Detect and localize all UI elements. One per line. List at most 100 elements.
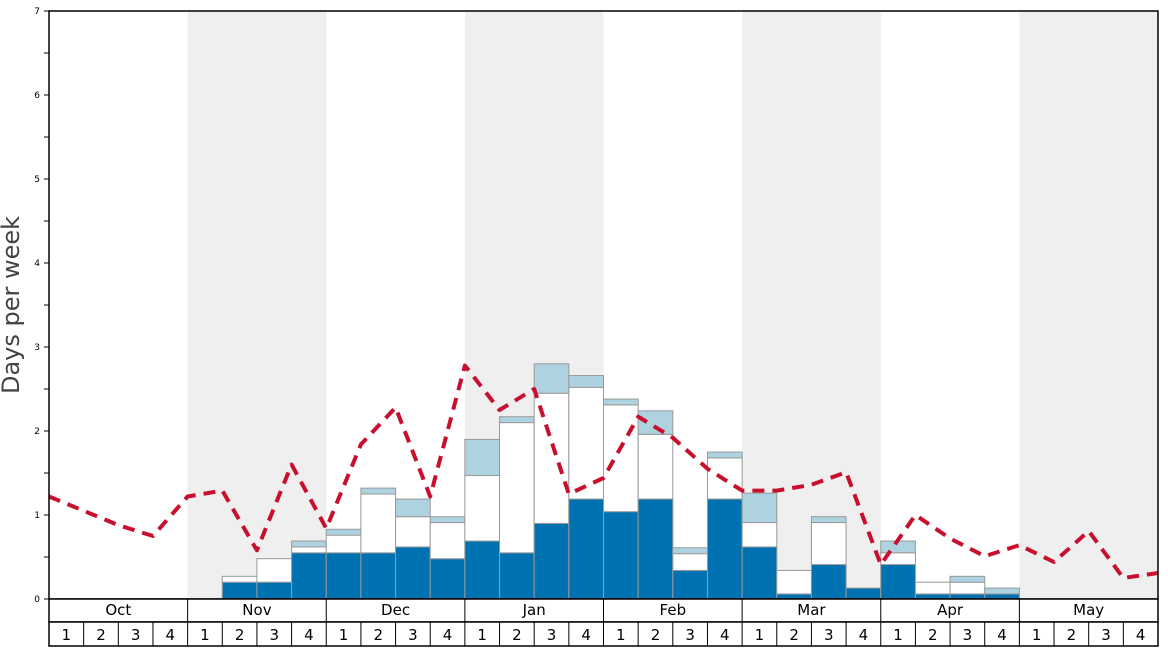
dashed-trend-line [48,363,1159,580]
week-label: 2 [373,626,383,644]
bar-bottom-16 [568,498,604,600]
y-tick-label: 0 [34,595,40,605]
y-tick-label: 7 [34,7,40,17]
week-label: 3 [408,626,418,644]
bar-bottom-20 [706,498,743,600]
bar-top-20 [706,451,743,459]
month-shade-may [1019,11,1158,599]
bar-bottom-26 [914,593,951,600]
bar-middle-19 [672,553,708,571]
stacked-bars-layer [221,363,1020,600]
y-tick-label: 4 [34,259,40,269]
week-label: 3 [963,626,973,644]
bar-top-19 [672,547,708,555]
bar-bottom-6 [221,581,258,600]
week-label: 2 [789,626,799,644]
bar-middle-17 [603,404,639,513]
bar-middle-13 [464,475,501,542]
bar-middle-22 [776,569,812,595]
week-label: 4 [997,626,1007,644]
month-label-mar: Mar [797,601,826,619]
bar-middle-8 [291,546,327,554]
month-label-oct: Oct [105,601,131,619]
bar-middle-11 [395,516,431,548]
month-label-jan: Jan [522,601,546,619]
week-label: 3 [1101,626,1111,644]
bar-bottom-28 [984,593,1020,600]
week-label: 4 [1136,626,1146,644]
bar-bottom-13 [464,540,501,600]
bar-bottom-10 [360,552,397,600]
week-label: 1 [755,626,765,644]
bar-middle-27 [949,581,986,595]
bar-middle-10 [360,493,397,554]
bar-top-28 [984,587,1020,595]
month-label-may: May [1073,601,1104,619]
week-label: 4 [720,626,730,644]
axes-layer: 0 1 2 3 4 5 6 7 Oct Nov Dec Jan Feb Mar Apr May 1 2 3 4 1 2 3 4… [34,7,1159,647]
bar-bottom-24 [845,587,882,600]
bar-bottom-17 [603,511,639,600]
bar-top-27 [949,575,986,583]
bar-middle-18 [637,433,674,500]
bar-middle-21 [741,522,778,548]
bar-middle-23 [810,522,847,566]
y-tick-label: 3 [34,343,40,353]
bar-bottom-23 [810,564,847,600]
y-axis-title: Days per week [0,216,25,394]
bar-top-16 [568,375,604,388]
bar-bottom-22 [776,593,812,600]
bar-middle-6 [221,575,258,583]
week-label: 4 [304,626,314,644]
month-label-nov: Nov [242,601,271,619]
bar-middle-15 [533,392,570,524]
bar-top-13 [464,438,501,477]
week-label: 3 [131,626,141,644]
bar-middle-9 [325,534,362,554]
bar-middle-12 [429,522,466,560]
bar-bottom-7 [256,581,293,600]
y-tick-label: 1 [34,511,40,521]
bar-bottom-8 [291,552,327,600]
bar-top-9 [325,528,362,536]
bar-bottom-12 [429,558,466,600]
week-label: 1 [893,626,903,644]
bar-top-8 [291,540,327,548]
week-label: 1 [477,626,487,644]
week-label: 1 [62,626,72,644]
bar-top-18 [637,410,674,435]
week-label: 1 [339,626,349,644]
bar-top-23 [810,516,847,524]
bar-bottom-19 [672,569,708,600]
bar-bottom-15 [533,522,570,600]
week-label: 2 [1067,626,1077,644]
month-label-dec: Dec [381,601,410,619]
bar-bottom-18 [637,498,674,600]
week-label: 4 [859,626,869,644]
bar-top-10 [360,487,397,495]
dashed-line-layer [48,363,1159,580]
y-tick-label: 6 [34,91,40,101]
week-label: 4 [581,626,591,644]
bar-top-15 [533,363,570,394]
y-tick-label: 5 [34,175,40,185]
bar-top-12 [429,516,466,524]
week-label: 1 [616,626,626,644]
week-label: 4 [443,626,453,644]
bar-bottom-11 [395,546,431,600]
bar-bottom-25 [880,564,916,600]
week-label: 3 [685,626,695,644]
y-tick-label: 2 [34,427,40,437]
month-shading-layer [187,11,1158,599]
week-label: 1 [1032,626,1042,644]
week-label: 2 [928,626,938,644]
bar-middle-26 [914,581,951,595]
week-label: 2 [96,626,106,644]
bar-bottom-14 [499,552,535,600]
bar-top-21 [741,492,778,524]
bar-bottom-27 [949,593,986,600]
bar-bottom-9 [325,552,362,600]
month-label-apr: Apr [937,601,964,619]
week-label: 4 [166,626,176,644]
